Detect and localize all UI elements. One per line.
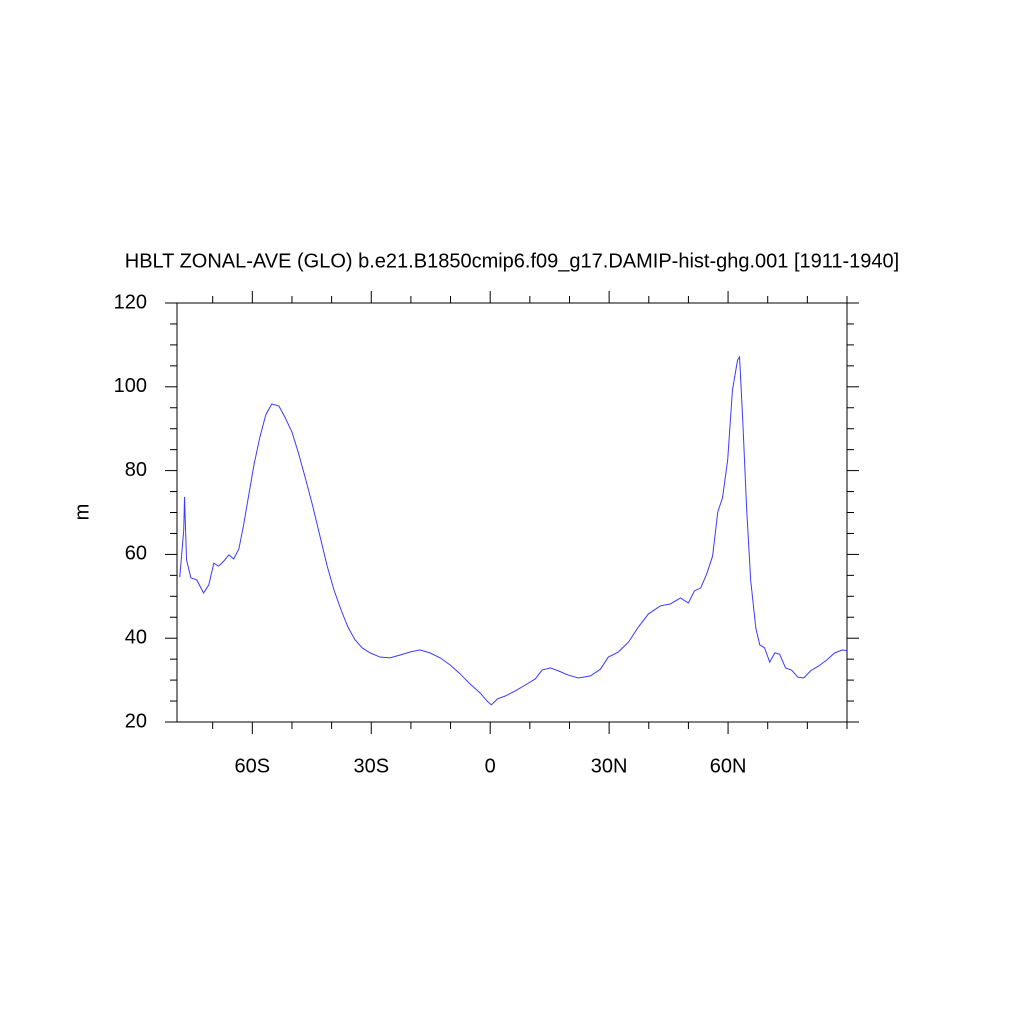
y-tick-label: 40 (125, 626, 147, 648)
y-axis-label: m (71, 504, 93, 521)
x-tick-label: 0 (485, 755, 496, 777)
x-tick-label: 60N (710, 755, 747, 777)
chart-title: HBLT ZONAL-AVE (GLO) b.e21.B1850cmip6.f0… (125, 250, 899, 272)
y-tick-label: 60 (125, 543, 147, 565)
x-tick-label: 30S (353, 755, 389, 777)
y-tick-label: 100 (114, 375, 147, 397)
y-tick-label: 120 (114, 291, 147, 313)
x-tick-label: 60S (235, 755, 271, 777)
data-line (179, 355, 848, 706)
y-tick-label: 20 (125, 710, 147, 732)
x-tick-label: 30N (591, 755, 628, 777)
y-tick-label: 80 (125, 459, 147, 481)
